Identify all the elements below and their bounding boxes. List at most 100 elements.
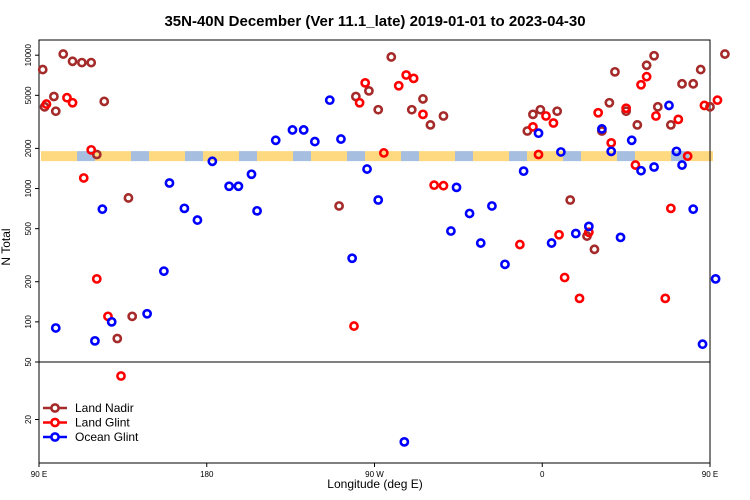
data-point bbox=[565, 195, 576, 205]
band-segment bbox=[317, 151, 323, 162]
data-point bbox=[649, 162, 659, 172]
data-point bbox=[487, 201, 497, 211]
data-point bbox=[695, 64, 706, 75]
band-segment bbox=[287, 151, 293, 162]
data-point bbox=[528, 121, 538, 132]
data-point bbox=[518, 166, 529, 177]
data-point bbox=[429, 180, 440, 191]
data-point bbox=[386, 52, 397, 62]
data-point bbox=[142, 308, 153, 319]
band-segment bbox=[431, 151, 437, 162]
data-point bbox=[112, 333, 123, 344]
data-point bbox=[360, 77, 371, 88]
data-point bbox=[373, 104, 384, 115]
band-segment bbox=[503, 151, 509, 162]
data-point bbox=[552, 106, 563, 117]
y-axis-label: N Total bbox=[0, 228, 13, 265]
data-point bbox=[123, 193, 134, 203]
band-segment bbox=[95, 151, 101, 162]
data-point bbox=[621, 103, 632, 114]
data-point bbox=[720, 49, 730, 59]
band-segment bbox=[77, 151, 83, 162]
legend-marker bbox=[50, 432, 60, 442]
data-point bbox=[651, 111, 661, 121]
band-segment bbox=[467, 151, 473, 162]
data-point bbox=[179, 203, 190, 214]
band-segment bbox=[83, 151, 89, 162]
data-point bbox=[298, 125, 309, 135]
data-point bbox=[615, 232, 626, 243]
data-point bbox=[535, 104, 546, 115]
band-segment bbox=[179, 151, 185, 162]
data-point bbox=[334, 201, 344, 211]
band-segment bbox=[263, 151, 269, 162]
legend-marker bbox=[50, 403, 60, 413]
data-point bbox=[378, 148, 389, 158]
data-point bbox=[438, 111, 449, 121]
data-point bbox=[677, 160, 687, 170]
band-segment bbox=[161, 151, 167, 162]
band-segment bbox=[347, 151, 353, 162]
band-segment bbox=[323, 151, 329, 162]
data-point bbox=[373, 195, 384, 205]
band-segment bbox=[311, 151, 317, 162]
band-segment bbox=[47, 151, 53, 162]
band-segment bbox=[65, 151, 71, 162]
band-segment bbox=[401, 151, 407, 162]
band-segment bbox=[479, 151, 485, 162]
data-point bbox=[451, 182, 462, 193]
data-point bbox=[252, 205, 262, 216]
data-point bbox=[641, 60, 652, 71]
data-point bbox=[677, 78, 687, 89]
band-segment bbox=[353, 151, 359, 162]
band-segment bbox=[461, 151, 467, 162]
data-point bbox=[710, 273, 721, 284]
band-segment bbox=[245, 151, 251, 162]
data-point bbox=[406, 104, 417, 115]
band-segment bbox=[665, 151, 671, 162]
data-point bbox=[401, 70, 412, 80]
data-point bbox=[665, 120, 676, 130]
data-point bbox=[671, 146, 682, 157]
band-segment bbox=[485, 151, 491, 162]
y-tick-label: 500 bbox=[24, 221, 33, 235]
data-point bbox=[408, 73, 419, 84]
band-segment bbox=[203, 151, 209, 162]
band-segment bbox=[359, 151, 365, 162]
band-segment bbox=[155, 151, 161, 162]
data-point bbox=[464, 208, 475, 219]
data-point bbox=[393, 80, 404, 91]
band-segment bbox=[509, 151, 515, 162]
data-point bbox=[418, 94, 428, 104]
band-segment bbox=[437, 151, 443, 162]
band-segment bbox=[617, 151, 623, 162]
x-tick-label: 90 W bbox=[365, 470, 384, 479]
data-point bbox=[514, 239, 525, 250]
data-point bbox=[546, 238, 557, 248]
data-point bbox=[207, 156, 218, 167]
band-segment bbox=[275, 151, 281, 162]
band-segment bbox=[113, 151, 119, 162]
data-point bbox=[354, 97, 365, 108]
data-point bbox=[630, 160, 641, 170]
data-point bbox=[349, 321, 359, 331]
series-land-glint bbox=[41, 70, 723, 381]
band-segment bbox=[593, 151, 599, 162]
data-point bbox=[50, 323, 61, 333]
band-segment bbox=[107, 151, 113, 162]
band-segment bbox=[173, 151, 179, 162]
band-segment bbox=[413, 151, 419, 162]
data-point bbox=[347, 253, 358, 264]
band-segment bbox=[125, 151, 131, 162]
band-segment bbox=[341, 151, 347, 162]
data-point bbox=[475, 238, 486, 248]
data-point bbox=[626, 135, 637, 146]
band-segment bbox=[497, 151, 503, 162]
band-segment bbox=[335, 151, 341, 162]
data-point bbox=[533, 128, 544, 139]
band-segment bbox=[551, 151, 557, 162]
band-segment bbox=[395, 151, 401, 162]
band-segment bbox=[683, 151, 689, 162]
y-tick-label: 1000 bbox=[24, 179, 33, 197]
